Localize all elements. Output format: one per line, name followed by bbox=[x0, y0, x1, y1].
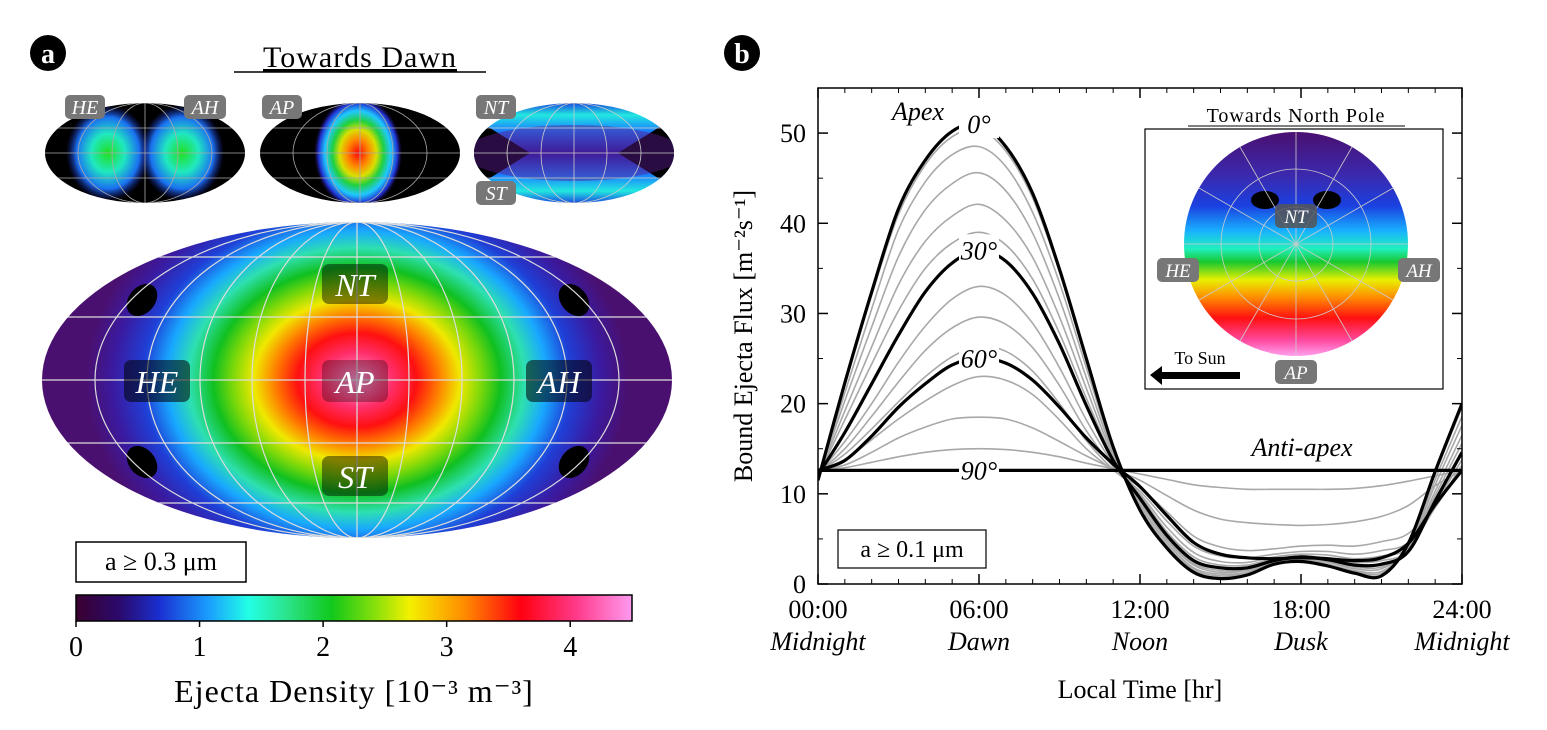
colorbar-tick-label: 1 bbox=[193, 632, 207, 663]
svg-text:HE: HE bbox=[1164, 261, 1191, 282]
small-map-3-tag-nt: NT bbox=[476, 95, 516, 119]
to-sun-label: To Sun bbox=[1174, 348, 1225, 368]
inset-title: Towards North Pole bbox=[1207, 105, 1386, 127]
series-line-lat-80 bbox=[818, 447, 1462, 491]
svg-text:AP: AP bbox=[333, 364, 374, 400]
series-line-lat-45 bbox=[818, 344, 1462, 559]
x-tick-sublabel: Midnight bbox=[1413, 627, 1510, 656]
series-line-lat-60 bbox=[818, 356, 1462, 563]
anti-apex-annotation: Anti-apex bbox=[1249, 433, 1353, 462]
y-tick-label: 50 bbox=[780, 119, 806, 148]
x-axis-label: Local Time [hr] bbox=[1058, 675, 1223, 704]
colorbar-gradient bbox=[75, 594, 633, 622]
big-map-tag-nt: NT bbox=[322, 264, 388, 304]
colorbar-tick-label: 3 bbox=[440, 632, 454, 663]
panel-b-letter: b bbox=[734, 39, 750, 70]
plot-area: 0 10 20 30 40 50 00:00 Midnight 06:00 Dawn 12:00 No… bbox=[729, 87, 1510, 704]
small-map-he-ah: HE AH bbox=[45, 95, 245, 203]
x-tick-label: 06:00 bbox=[949, 595, 1008, 624]
panel-a-size-label: a ≥ 0.3 μm bbox=[105, 547, 217, 576]
panel-a-letter: a bbox=[41, 39, 55, 70]
y-tick-label: 10 bbox=[780, 480, 806, 509]
big-map-tag-st: ST bbox=[322, 456, 388, 496]
x-tick-label: 24:00 bbox=[1432, 595, 1491, 624]
svg-text:NT: NT bbox=[1283, 207, 1309, 228]
small-map-ap: AP bbox=[260, 95, 460, 203]
svg-text:ST: ST bbox=[338, 459, 374, 495]
y-tick-label: 0 bbox=[793, 570, 806, 599]
apex-annotation: Apex bbox=[890, 97, 944, 126]
small-map-3-tag-st: ST bbox=[476, 181, 516, 205]
colorbar-label: Ejecta Density [10⁻³ m⁻³] bbox=[174, 673, 534, 709]
y-axis-label: Bound Ejecta Flux [m⁻²s⁻¹] bbox=[729, 190, 758, 482]
svg-text:HE: HE bbox=[135, 364, 179, 400]
small-map-1-tag-ah: AH bbox=[184, 95, 226, 119]
latitude-label: 0° bbox=[967, 110, 990, 139]
panel-b-size-box: a ≥ 0.1 μm bbox=[837, 529, 987, 569]
latitude-label-bg bbox=[959, 454, 999, 485]
latitude-label-bg bbox=[959, 108, 999, 139]
big-map-tag-ah: AH bbox=[526, 360, 592, 402]
y-tick-label: 30 bbox=[780, 299, 806, 328]
small-map-nt-st: NT ST bbox=[474, 95, 674, 205]
svg-text:NT: NT bbox=[483, 97, 510, 119]
latitude-label-bg bbox=[959, 342, 999, 373]
panel-a-size-box: a ≥ 0.3 μm bbox=[75, 541, 247, 583]
big-map: NT HE AP AH ST bbox=[42, 222, 672, 538]
svg-text:AH: AH bbox=[536, 364, 583, 400]
x-tick-sublabel: Noon bbox=[1111, 627, 1168, 656]
latitude-label-bg bbox=[959, 234, 999, 265]
series-line-lat-40 bbox=[818, 316, 1462, 564]
series-line-lat-70 bbox=[818, 416, 1462, 527]
panel-b-size-label: a ≥ 0.1 μm bbox=[860, 537, 964, 563]
x-tick-label: 00:00 bbox=[788, 595, 847, 624]
svg-text:NT: NT bbox=[334, 267, 376, 303]
inset: Towards North Pole NT bbox=[1144, 105, 1444, 390]
x-tick-sublabel: Dusk bbox=[1273, 627, 1328, 656]
small-map-1-tag-he: HE bbox=[65, 95, 105, 119]
series-line-lat-30 bbox=[818, 248, 1462, 571]
y-tick-label: 40 bbox=[780, 209, 806, 238]
panel-a-title: Towards Dawn bbox=[263, 41, 457, 74]
y-tick-label: 20 bbox=[780, 390, 806, 419]
small-map-2-tag-ap: AP bbox=[262, 95, 302, 119]
to-sun-arrow: To Sun bbox=[1150, 348, 1240, 385]
inset-tag-ah: AH bbox=[1398, 258, 1440, 282]
colorbar-ticks: 0 1 2 3 4 bbox=[69, 621, 577, 663]
panel-a-badge bbox=[30, 35, 66, 71]
svg-text:AH: AH bbox=[190, 97, 220, 119]
latitude-label: 30° bbox=[960, 236, 997, 265]
inset-tag-he: HE bbox=[1157, 258, 1199, 282]
svg-text:ST: ST bbox=[485, 183, 508, 205]
x-tick-sublabel: Midnight bbox=[769, 627, 866, 656]
panel-b: b 0 10 20 30 40 50 00:00 Midnight 06:00 Dawn 12:00… bbox=[724, 35, 1510, 704]
svg-text:HE: HE bbox=[71, 97, 99, 119]
series-line-lat-50 bbox=[818, 375, 1462, 552]
svg-text:AH: AH bbox=[1404, 261, 1433, 282]
x-tick-sublabel: Dawn bbox=[947, 627, 1010, 656]
svg-text:AP: AP bbox=[1282, 363, 1308, 384]
panel-b-badge bbox=[724, 35, 760, 71]
colorbar-tick-label: 2 bbox=[316, 632, 330, 663]
big-map-tag-he: HE bbox=[124, 360, 190, 402]
inset-tag-nt: NT bbox=[1275, 204, 1317, 228]
panel-a: a Towards Dawn HE AH bbox=[30, 35, 674, 709]
latitude-label: 60° bbox=[961, 345, 997, 374]
big-map-tag-ap: AP bbox=[322, 360, 388, 402]
colorbar-tick-label: 4 bbox=[563, 632, 577, 663]
latitude-label: 90° bbox=[961, 456, 997, 485]
x-tick-label: 18:00 bbox=[1271, 595, 1330, 624]
colorbar-tick-label: 0 bbox=[69, 632, 83, 663]
svg-text:AP: AP bbox=[268, 97, 294, 119]
colorbar: 0 1 2 3 4 Ejecta Density [10⁻³ m⁻³] bbox=[69, 594, 633, 709]
inset-tag-ap: AP bbox=[1275, 360, 1317, 384]
x-tick-label: 12:00 bbox=[1110, 595, 1169, 624]
